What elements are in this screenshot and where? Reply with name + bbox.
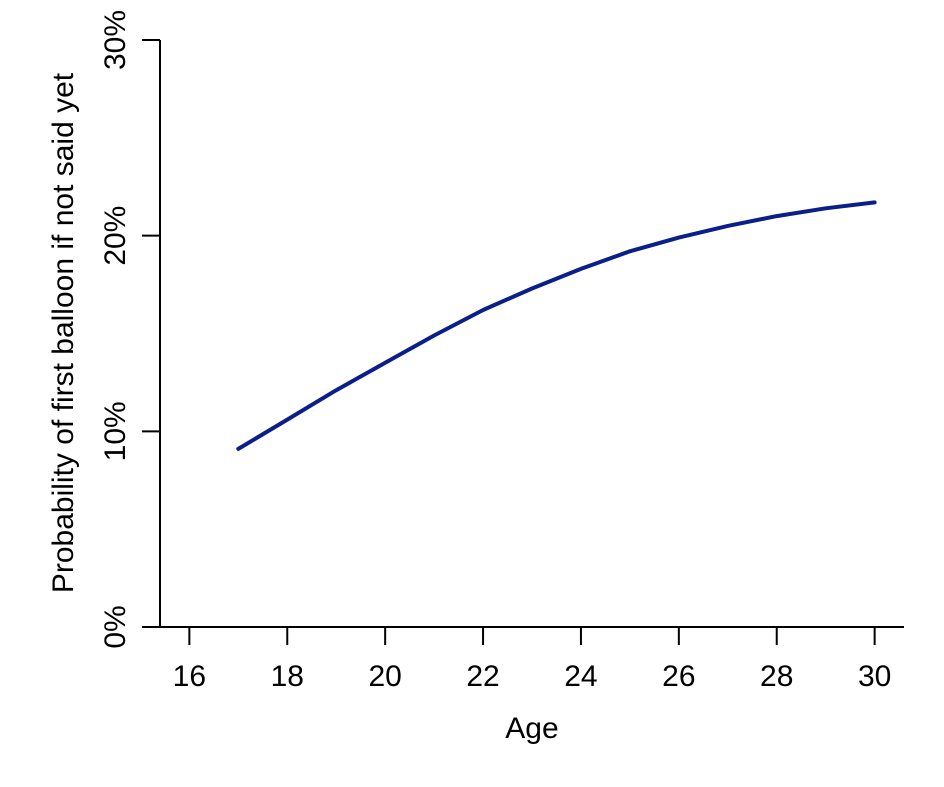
x-tick-label: 28 xyxy=(760,660,793,693)
x-axis: 16 18 20 22 24 26 28 30 xyxy=(160,626,904,693)
x-tick-label: 30 xyxy=(858,660,891,693)
x-tick-label: 26 xyxy=(662,660,695,693)
y-axis-title: Probability of first balloon if not said… xyxy=(47,72,80,593)
x-tick-label: 22 xyxy=(466,660,499,693)
y-tick-label: 30% xyxy=(99,10,132,70)
x-axis-title: Age xyxy=(505,712,558,745)
x-tick-label: 16 xyxy=(173,660,206,693)
x-tick-label: 24 xyxy=(564,660,597,693)
x-tick-label: 18 xyxy=(271,660,304,693)
y-tick-label: 0% xyxy=(99,605,132,648)
y-tick-label: 20% xyxy=(99,206,132,266)
series-line xyxy=(236,200,877,451)
y-axis: 0% 10% 20% 30% xyxy=(99,10,161,649)
x-tick-label: 20 xyxy=(368,660,401,693)
y-tick-label: 10% xyxy=(99,401,132,461)
series-layer xyxy=(236,200,877,451)
